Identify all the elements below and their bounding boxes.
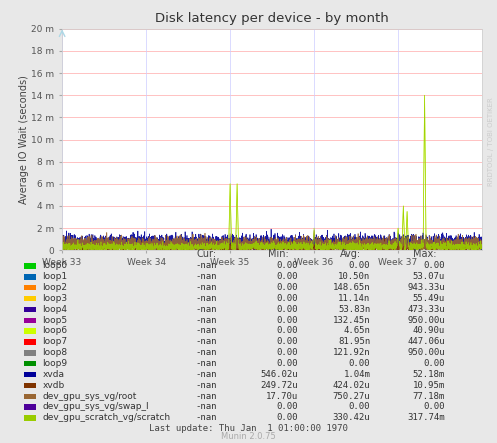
Text: 40.90u: 40.90u (413, 326, 445, 335)
Text: 317.74m: 317.74m (407, 413, 445, 422)
Text: Cur:: Cur: (196, 249, 216, 259)
Text: 10.50n: 10.50n (338, 272, 370, 281)
Text: dev_gpu_scratch_vg/scratch: dev_gpu_scratch_vg/scratch (42, 413, 170, 422)
Text: 132.45n: 132.45n (332, 315, 370, 325)
Text: -nan: -nan (195, 392, 217, 400)
Text: RRDTOOL / TOBI OETIKER: RRDTOOL / TOBI OETIKER (488, 97, 494, 186)
Text: Min:: Min: (268, 249, 289, 259)
Text: 546.02u: 546.02u (260, 370, 298, 379)
Text: 950.00u: 950.00u (407, 348, 445, 357)
Text: -nan: -nan (195, 413, 217, 422)
Text: -nan: -nan (195, 294, 217, 303)
Text: 17.70u: 17.70u (266, 392, 298, 400)
Text: 0.00: 0.00 (277, 402, 298, 412)
Text: 81.95n: 81.95n (338, 337, 370, 346)
Text: 53.83n: 53.83n (338, 305, 370, 314)
Text: 0.00: 0.00 (423, 261, 445, 270)
Text: loop3: loop3 (42, 294, 68, 303)
Text: -nan: -nan (195, 402, 217, 412)
Text: dev_gpu_sys_vg/root: dev_gpu_sys_vg/root (42, 392, 137, 400)
Text: 473.33u: 473.33u (407, 305, 445, 314)
Text: loop2: loop2 (42, 283, 67, 292)
Text: 0.00: 0.00 (277, 337, 298, 346)
Text: 943.33u: 943.33u (407, 283, 445, 292)
Text: 148.65n: 148.65n (332, 283, 370, 292)
Text: -nan: -nan (195, 381, 217, 390)
Text: -nan: -nan (195, 326, 217, 335)
Text: -nan: -nan (195, 283, 217, 292)
Text: 0.00: 0.00 (349, 402, 370, 412)
Text: -nan: -nan (195, 261, 217, 270)
Text: 330.42u: 330.42u (332, 413, 370, 422)
Text: 121.92n: 121.92n (332, 348, 370, 357)
Text: 0.00: 0.00 (277, 413, 298, 422)
Text: 424.02u: 424.02u (332, 381, 370, 390)
Text: xvda: xvda (42, 370, 64, 379)
Text: 950.00u: 950.00u (407, 315, 445, 325)
Text: xvdb: xvdb (42, 381, 65, 390)
Text: 0.00: 0.00 (277, 348, 298, 357)
Text: 0.00: 0.00 (277, 326, 298, 335)
Text: 52.18m: 52.18m (413, 370, 445, 379)
Text: 0.00: 0.00 (277, 283, 298, 292)
Text: -nan: -nan (195, 305, 217, 314)
Text: dev_gpu_sys_vg/swap_l: dev_gpu_sys_vg/swap_l (42, 402, 149, 412)
Text: 0.00: 0.00 (277, 359, 298, 368)
Text: 0.00: 0.00 (277, 272, 298, 281)
Text: 0.00: 0.00 (277, 261, 298, 270)
Text: Last update: Thu Jan  1 01:00:00 1970: Last update: Thu Jan 1 01:00:00 1970 (149, 424, 348, 433)
Text: 0.00: 0.00 (423, 402, 445, 412)
Text: 77.18m: 77.18m (413, 392, 445, 400)
Text: 55.49u: 55.49u (413, 294, 445, 303)
Text: 0.00: 0.00 (423, 359, 445, 368)
Text: 0.00: 0.00 (277, 305, 298, 314)
Text: -nan: -nan (195, 370, 217, 379)
Text: loop8: loop8 (42, 348, 68, 357)
Text: loop7: loop7 (42, 337, 68, 346)
Text: loop4: loop4 (42, 305, 67, 314)
Text: 11.14n: 11.14n (338, 294, 370, 303)
Text: loop1: loop1 (42, 272, 68, 281)
Text: Max:: Max: (413, 249, 437, 259)
Text: -nan: -nan (195, 272, 217, 281)
Text: 0.00: 0.00 (349, 359, 370, 368)
Text: loop6: loop6 (42, 326, 68, 335)
Text: 750.27u: 750.27u (332, 392, 370, 400)
Text: 0.00: 0.00 (277, 315, 298, 325)
Text: 447.06u: 447.06u (407, 337, 445, 346)
Text: 1.04m: 1.04m (343, 370, 370, 379)
Text: 0.00: 0.00 (349, 261, 370, 270)
Text: 53.07u: 53.07u (413, 272, 445, 281)
Text: 10.95m: 10.95m (413, 381, 445, 390)
Text: Munin 2.0.75: Munin 2.0.75 (221, 431, 276, 441)
Text: loop9: loop9 (42, 359, 68, 368)
Text: -nan: -nan (195, 315, 217, 325)
Text: -nan: -nan (195, 348, 217, 357)
Text: 4.65n: 4.65n (343, 326, 370, 335)
Text: loop0: loop0 (42, 261, 68, 270)
Text: 249.72u: 249.72u (260, 381, 298, 390)
Title: Disk latency per device - by month: Disk latency per device - by month (155, 12, 389, 25)
Y-axis label: Average IO Wait (seconds): Average IO Wait (seconds) (18, 75, 29, 204)
Text: 0.00: 0.00 (277, 294, 298, 303)
Text: loop5: loop5 (42, 315, 68, 325)
Text: -nan: -nan (195, 359, 217, 368)
Text: Avg:: Avg: (340, 249, 361, 259)
Text: -nan: -nan (195, 337, 217, 346)
